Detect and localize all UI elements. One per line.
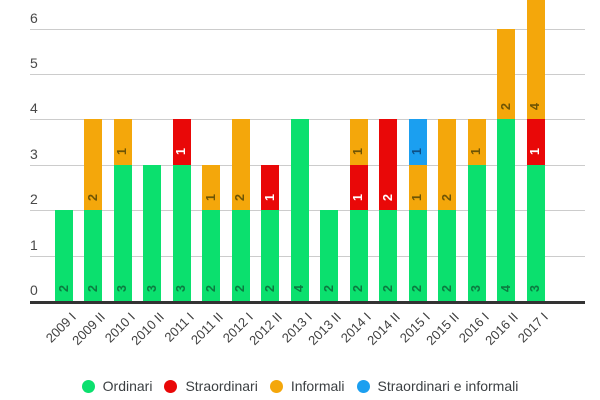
y-axis-label: 2 bbox=[30, 191, 38, 208]
bar-segment-ordinari[interactable] bbox=[438, 210, 457, 301]
gridline bbox=[30, 29, 585, 30]
bar-segment-ordinari[interactable] bbox=[202, 210, 221, 301]
y-axis-label: 4 bbox=[30, 100, 38, 117]
bar-segment-ordinari[interactable] bbox=[261, 210, 280, 301]
bar-segment-informali[interactable] bbox=[84, 119, 103, 211]
legend: Ordinari Straordinari Informali Straordinar… bbox=[0, 374, 600, 398]
bar-segment-ordinari[interactable] bbox=[379, 210, 398, 301]
legend-label: Ordinari bbox=[102, 378, 153, 394]
bar-segment-straordinari[interactable] bbox=[349, 164, 368, 211]
legend-item-straordinari[interactable]: Straordinari bbox=[164, 378, 258, 394]
bar-segment-ordinari[interactable] bbox=[172, 164, 191, 301]
legend-label: Informali bbox=[290, 378, 345, 394]
bar-segment-straordinari-e-informali[interactable] bbox=[408, 119, 427, 165]
bar-segment-ordinari[interactable] bbox=[290, 119, 309, 301]
legend-swatch-icon bbox=[164, 379, 178, 393]
bar-segment-informali[interactable] bbox=[202, 164, 221, 211]
bar-segment-ordinari[interactable] bbox=[408, 210, 427, 301]
y-axis-label: 6 bbox=[30, 9, 38, 26]
bar-segment-ordinari[interactable] bbox=[320, 210, 339, 301]
legend-item-straordinari-e-informali[interactable]: Straordinari e informali bbox=[356, 378, 519, 394]
legend-swatch-icon bbox=[81, 379, 95, 393]
bar-segment-ordinari[interactable] bbox=[231, 210, 250, 301]
bar-segment-straordinari[interactable] bbox=[526, 119, 545, 165]
bar-segment-straordinari[interactable] bbox=[172, 119, 191, 165]
bar-segment-informali[interactable] bbox=[113, 119, 132, 165]
legend-item-informali[interactable]: Informali bbox=[269, 378, 345, 394]
bar-segment-straordinari[interactable] bbox=[261, 164, 280, 211]
bar-segment-ordinari[interactable] bbox=[143, 164, 162, 301]
bar-segment-informali[interactable] bbox=[438, 119, 457, 211]
x-axis-baseline bbox=[30, 301, 585, 304]
legend-label: Straordinari e informali bbox=[377, 378, 519, 394]
legend-label: Straordinari bbox=[185, 378, 258, 394]
bar-segment-ordinari[interactable] bbox=[55, 210, 73, 301]
bar-segment-informali[interactable] bbox=[349, 119, 368, 165]
bar-segment-ordinari[interactable] bbox=[113, 164, 132, 301]
bar-segment-ordinari[interactable] bbox=[349, 210, 368, 301]
bar-segment-informali[interactable] bbox=[526, 0, 545, 120]
bar-segment-ordinari[interactable] bbox=[497, 119, 516, 301]
bar-segment-informali[interactable] bbox=[467, 119, 486, 165]
y-axis-label: 0 bbox=[30, 282, 38, 298]
legend-swatch-icon bbox=[269, 379, 283, 393]
bar-segment-straordinari[interactable] bbox=[379, 119, 398, 211]
y-axis-label: 3 bbox=[30, 145, 38, 162]
y-axis-label: 5 bbox=[30, 55, 38, 71]
gridline bbox=[30, 74, 585, 75]
bar-segment-ordinari[interactable] bbox=[467, 164, 486, 301]
bar-segment-informali[interactable] bbox=[231, 119, 250, 211]
y-axis-label: 1 bbox=[30, 236, 38, 253]
bar-segment-informali[interactable] bbox=[497, 28, 516, 120]
bar-segment-ordinari[interactable] bbox=[526, 164, 545, 301]
bar-segment-ordinari[interactable] bbox=[84, 210, 103, 301]
bar-segment-informali[interactable] bbox=[408, 164, 427, 211]
legend-item-ordinari[interactable]: Ordinari bbox=[81, 378, 153, 394]
legend-swatch-icon bbox=[356, 379, 370, 393]
